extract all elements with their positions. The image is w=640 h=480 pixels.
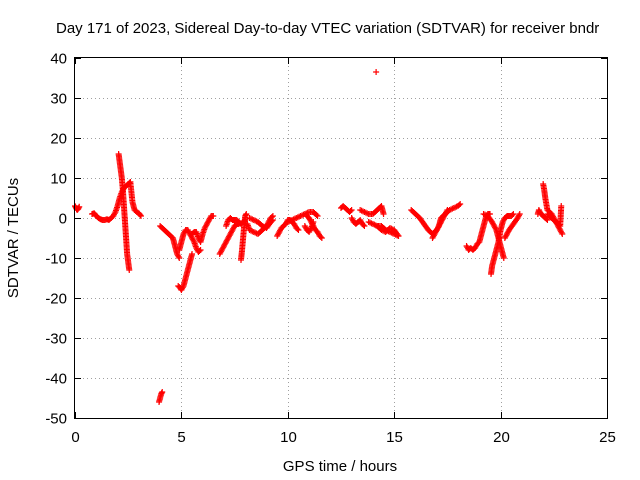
data-point: [243, 211, 250, 217]
data-point: [137, 213, 144, 219]
series-arc-05.5: [189, 213, 217, 245]
data-point: [197, 247, 204, 253]
x-tick-label: 0: [71, 429, 79, 446]
series-arc-00.0: [72, 203, 83, 213]
y-tick-label: 20: [50, 131, 67, 148]
data-point: [510, 211, 517, 217]
series-arc-02.6: [127, 179, 144, 219]
data-point: [348, 207, 355, 213]
data-point: [76, 203, 83, 210]
data-point: [509, 212, 516, 218]
data-point: [313, 212, 320, 218]
data-point: [361, 223, 368, 229]
series-arc-22.2: [544, 203, 565, 229]
data-point: [175, 253, 182, 260]
data-point: [314, 213, 321, 219]
series-arc-12.5: [338, 203, 355, 215]
series-arc-21.7: [534, 207, 551, 223]
series-arc-10.8: [301, 219, 317, 235]
series-arc-14.15-outlier: [373, 69, 380, 75]
series-arc-13.0: [348, 215, 368, 229]
grid: [75, 58, 607, 418]
data-point: [310, 219, 317, 225]
data-point: [543, 216, 550, 222]
data-point: [318, 235, 325, 241]
y-axis-label: SDTVAR / TECUs: [5, 178, 22, 298]
series-arc-05.0: [175, 251, 196, 293]
data-point: [558, 203, 565, 209]
series-arc-14.2: [374, 223, 402, 239]
y-tick-label: -10: [45, 251, 67, 268]
series-arc-13.4: [357, 203, 387, 217]
data-point: [516, 212, 523, 219]
data-point: [137, 212, 144, 219]
data-point: [558, 229, 565, 236]
data-point: [126, 267, 133, 273]
data-point: [492, 225, 499, 232]
chart-title: Day 171 of 2023, Sidereal Day-to-day VTE…: [56, 20, 599, 37]
data-point: [373, 69, 380, 75]
x-tick-label: 20: [493, 429, 510, 446]
data-point: [189, 251, 196, 257]
x-tick-label: 10: [280, 429, 297, 446]
data-point: [347, 208, 354, 214]
data-point: [268, 218, 275, 224]
x-axis-label: GPS time / hours: [283, 458, 397, 475]
data-point: [360, 222, 367, 228]
data-point: [196, 248, 203, 254]
y-tick-label: 10: [50, 171, 67, 188]
series-arc-03.9: [156, 389, 166, 405]
data-point: [179, 284, 186, 291]
series-arc-06.8: [216, 221, 242, 257]
series-arc-07.8: [237, 211, 250, 263]
series-arc-04.0: [157, 223, 183, 261]
y-tick-label: -50: [45, 411, 67, 428]
series-arc-16.8: [429, 201, 464, 241]
x-tick-label: 15: [386, 429, 403, 446]
data-point: [159, 389, 166, 395]
data-point: [456, 202, 463, 208]
data-point: [395, 233, 402, 239]
data-point: [294, 226, 301, 232]
data-point: [516, 211, 523, 217]
y-tick-label: -20: [45, 291, 67, 308]
data-points: [72, 69, 566, 405]
series-arc-15.8: [408, 207, 451, 237]
data-point: [269, 217, 276, 223]
data-point: [111, 210, 118, 217]
data-point: [295, 227, 302, 233]
series-arc-20.2: [501, 211, 523, 241]
data-point: [544, 217, 551, 223]
data-point: [380, 211, 387, 217]
y-tick-label: -40: [45, 371, 67, 388]
series-arc-02.1: [115, 151, 133, 273]
series-arc-19.2: [480, 211, 507, 261]
plot-frame: [74, 57, 608, 419]
data-point: [190, 237, 197, 244]
data-point: [210, 213, 217, 219]
y-tick-label: -30: [45, 331, 67, 348]
data-point: [317, 234, 324, 240]
data-point: [457, 201, 464, 207]
data-point: [500, 255, 507, 261]
data-point: [559, 231, 566, 237]
data-point: [176, 255, 183, 261]
y-tick-label: 0: [59, 211, 67, 228]
y-tick-label: 30: [50, 91, 67, 108]
series-arc-08.2: [246, 215, 276, 231]
axis-ticks: -50 -40 -30 -20 -10 0 10 20 30 40 0 5 10 15 20 25: [45, 51, 616, 447]
y-tick-label: 40: [50, 51, 67, 68]
x-tick-label: 25: [599, 429, 616, 446]
x-tick-label: 5: [177, 429, 185, 446]
data-point: [394, 231, 401, 238]
data-point: [307, 226, 314, 233]
